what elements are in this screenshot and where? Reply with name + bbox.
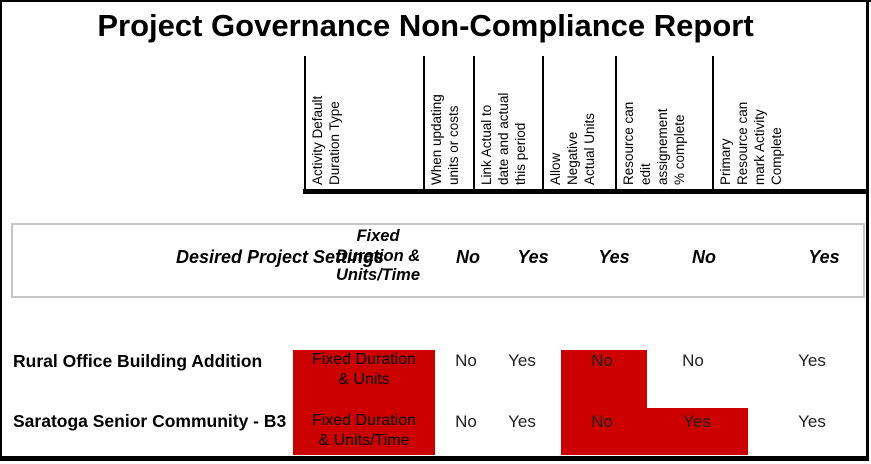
project-value-duration-type: Fixed Duration & Units/Time: [311, 412, 417, 449]
project-value-allow-negative: No: [591, 351, 613, 370]
project-value-when-updating: No: [455, 351, 477, 370]
frame-border-right: [866, 0, 869, 461]
project-value-when-updating: No: [455, 412, 477, 431]
header-underline: [303, 189, 866, 194]
desired-value-duration-type: Fixed Duration & Units/Time: [335, 227, 421, 284]
project-value-link-actual: Yes: [508, 412, 536, 431]
project-value-resource-edit: Yes: [683, 412, 711, 431]
column-header-when-updating-units-or-costs: When updating units or costs: [429, 94, 461, 185]
noncompliance-highlight-resource-edit: [647, 408, 748, 455]
column-header-resource-can-edit-assignment: Resource can edit assignement % complete: [621, 101, 687, 185]
desired-settings-label: Desired Project Settings: [175, 247, 385, 267]
desired-value-allow-negative: Yes: [598, 247, 630, 267]
column-separator-line: [615, 56, 617, 190]
column-header-activity-default-duration-type: Activity Default Duration Type: [310, 95, 342, 185]
column-separator-line: [712, 56, 714, 190]
frame-border-top: [0, 0, 871, 2]
project-name: Rural Office Building Addition: [13, 351, 263, 371]
column-separator-line: [423, 56, 425, 190]
noncompliance-highlight-duration-type: [293, 350, 435, 455]
report-title: Project Governance Non-Compliance Report: [97, 8, 754, 43]
column-separator-line: [542, 56, 544, 190]
project-value-duration-type: Fixed Duration & Units: [311, 351, 417, 388]
noncompliance-highlight-allow-negative: [561, 350, 647, 455]
desired-value-resource-edit: No: [692, 247, 716, 267]
column-header-link-actual-to-date: Link Actual to date and actual this peri…: [479, 92, 528, 185]
project-value-primary-resource: Yes: [798, 412, 826, 431]
frame-border-bottom: [0, 456, 869, 461]
desired-value-link-actual: Yes: [517, 247, 549, 267]
column-header-allow-negative-actual-units: Allow Negative Actual Units: [548, 112, 597, 185]
frame-border-left: [0, 0, 2, 461]
desired-settings-box: [11, 223, 865, 298]
column-separator-line: [473, 56, 475, 190]
project-value-primary-resource: Yes: [798, 351, 826, 370]
desired-value-when-updating: No: [456, 247, 480, 267]
desired-value-primary-resource: Yes: [808, 247, 840, 267]
project-value-resource-edit: No: [682, 351, 704, 370]
column-separator-line: [304, 56, 306, 190]
project-value-link-actual: Yes: [508, 351, 536, 370]
project-name: Saratoga Senior Community - B3: [13, 411, 287, 431]
column-header-primary-resource-mark-complete: Primary Resource can mark Activity Compl…: [718, 101, 784, 185]
project-value-allow-negative: No: [591, 412, 613, 431]
